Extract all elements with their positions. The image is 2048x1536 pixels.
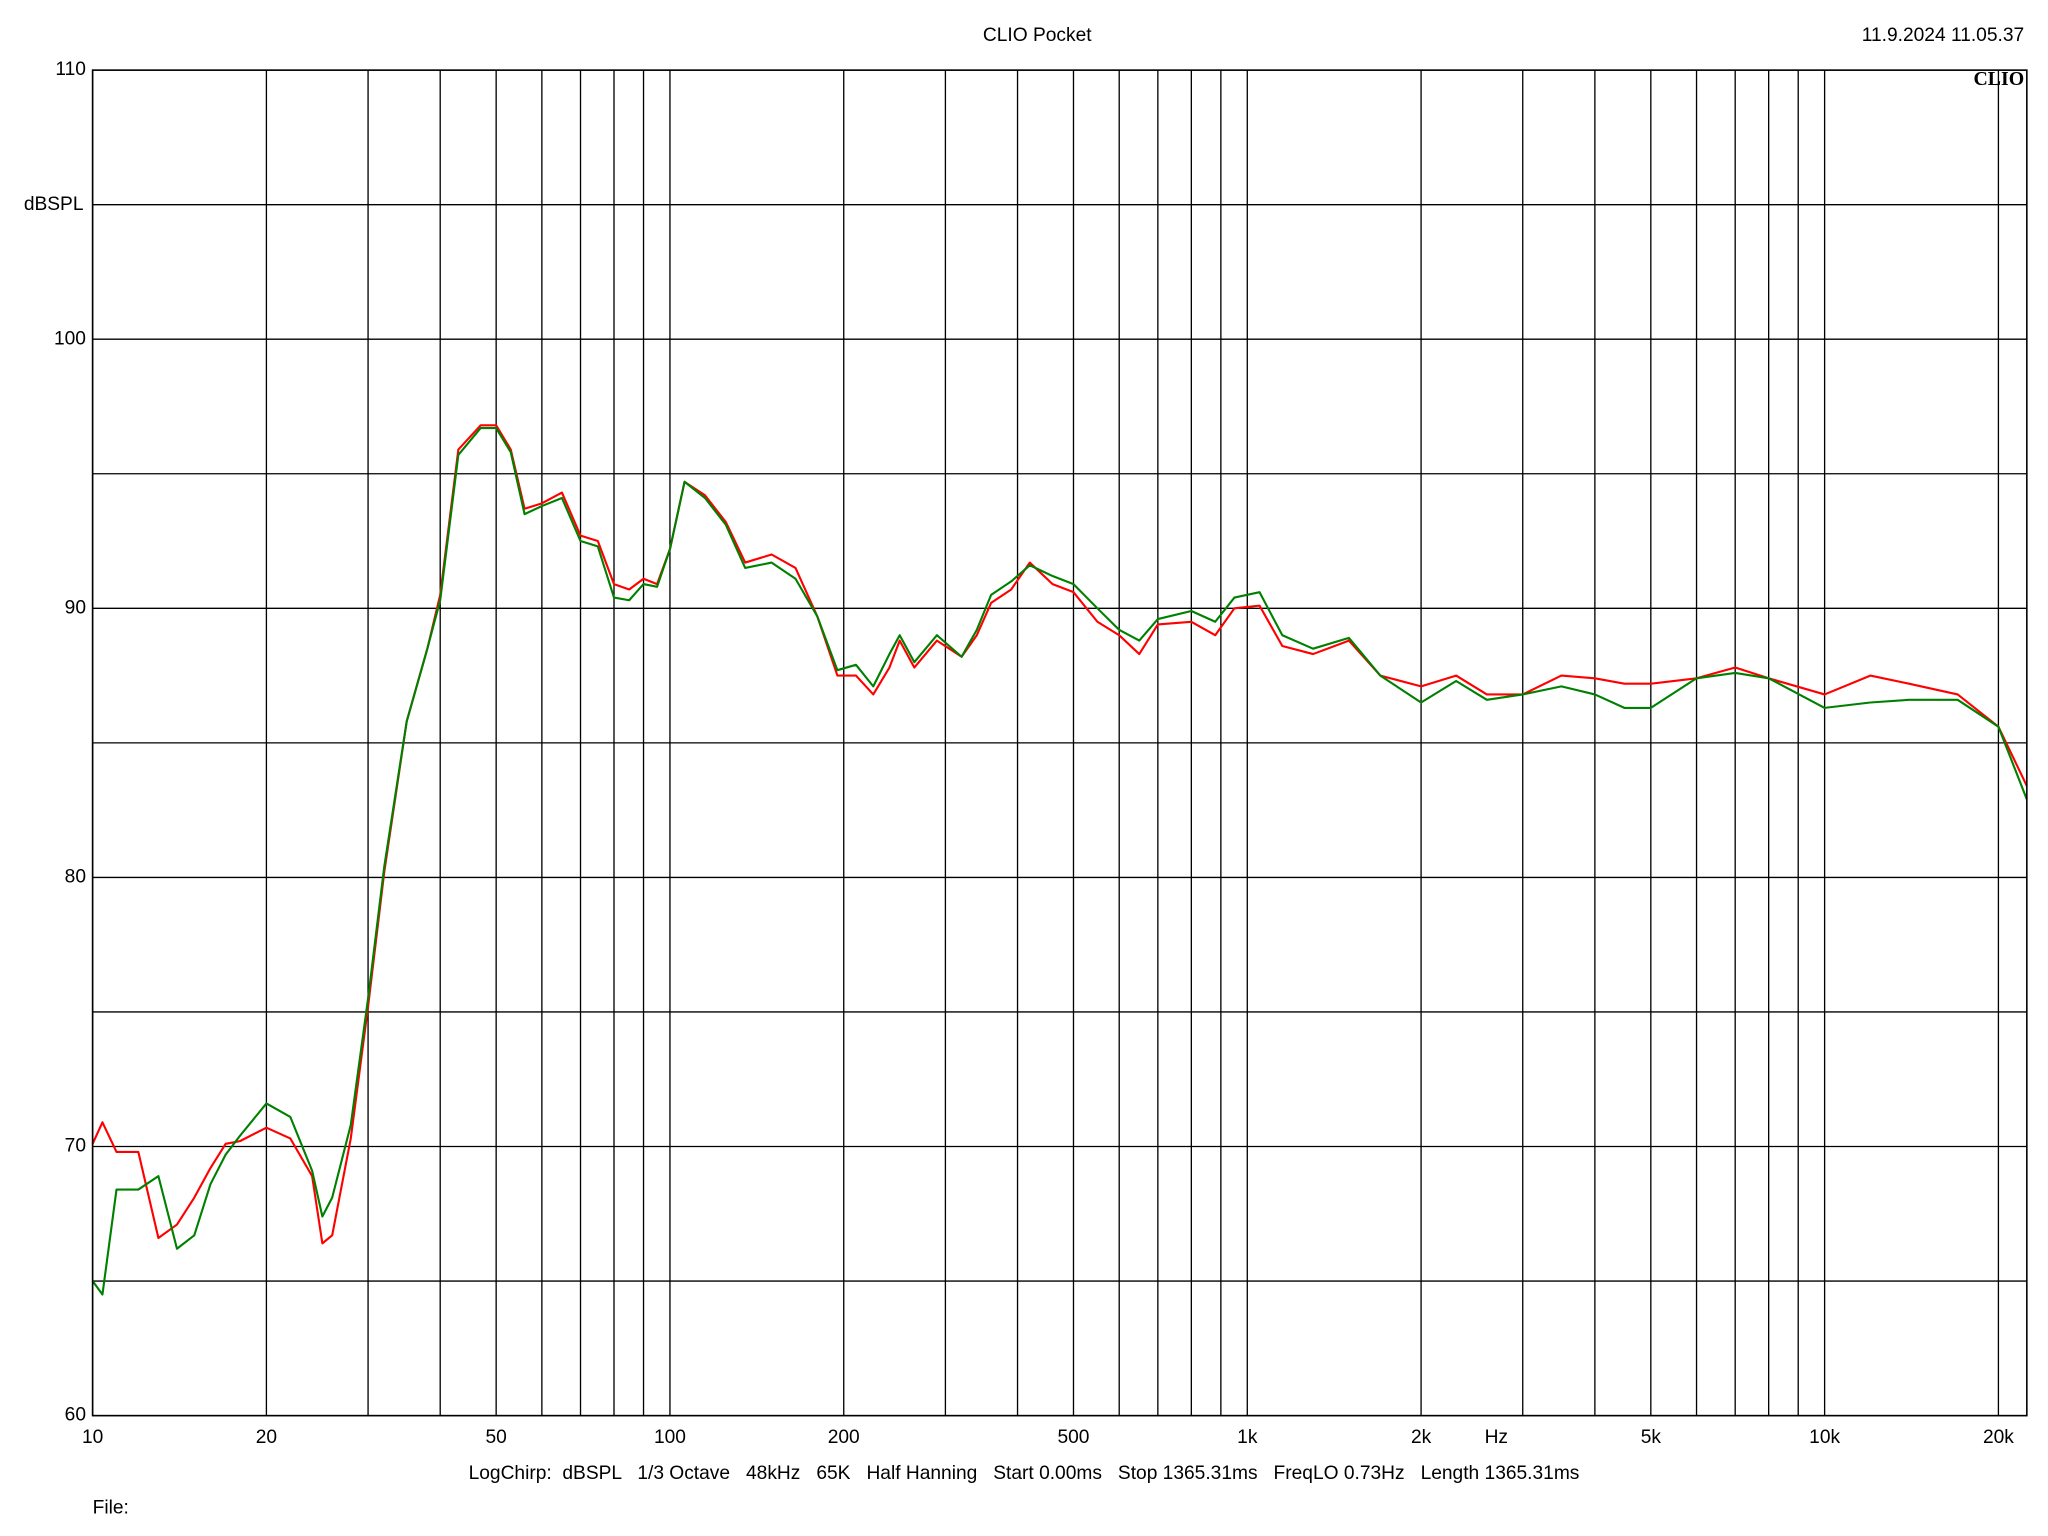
logo: CLIO — [1973, 68, 2024, 90]
timestamp: 11.9.2024 11.05.37 — [1862, 25, 2024, 46]
x-tick-label: 500 — [1057, 1427, 1089, 1448]
series-line — [91, 424, 2028, 1245]
x-tick-label: 1k — [1237, 1427, 1258, 1448]
x-tick-label: 200 — [828, 1427, 860, 1448]
x-tick-label: 5k — [1641, 1427, 1662, 1448]
y-tick-label: 60 — [65, 1405, 86, 1426]
x-tick-label: 10 — [82, 1427, 103, 1448]
x-tick-label: 50 — [485, 1427, 506, 1448]
file-label: File: — [93, 1497, 129, 1518]
x-tick-label: 100 — [654, 1427, 686, 1448]
curves — [91, 424, 2028, 1296]
y-tick-label: 80 — [65, 866, 86, 887]
x-tick-label: 2k — [1411, 1427, 1432, 1448]
x-axis-label: Hz — [1485, 1427, 1508, 1448]
y-tick-label: 90 — [65, 597, 86, 618]
chart-title: CLIO Pocket — [983, 25, 1092, 46]
y-tick-label: 70 — [65, 1136, 86, 1157]
y-axis-label: dBSPL — [24, 194, 84, 215]
x-tick-label: 10k — [1809, 1427, 1840, 1448]
y-tick-label: 100 — [54, 328, 86, 349]
settings-text: LogChirp: dBSPL 1/3 Octave 48kHz 65K Hal… — [469, 1463, 1580, 1484]
y-tick-label: 110 — [55, 59, 86, 80]
x-tick-label: 20k — [1983, 1427, 2014, 1448]
x-tick-label: 20 — [256, 1427, 277, 1448]
series-line — [91, 426, 2028, 1296]
plot-border — [91, 69, 2028, 1417]
